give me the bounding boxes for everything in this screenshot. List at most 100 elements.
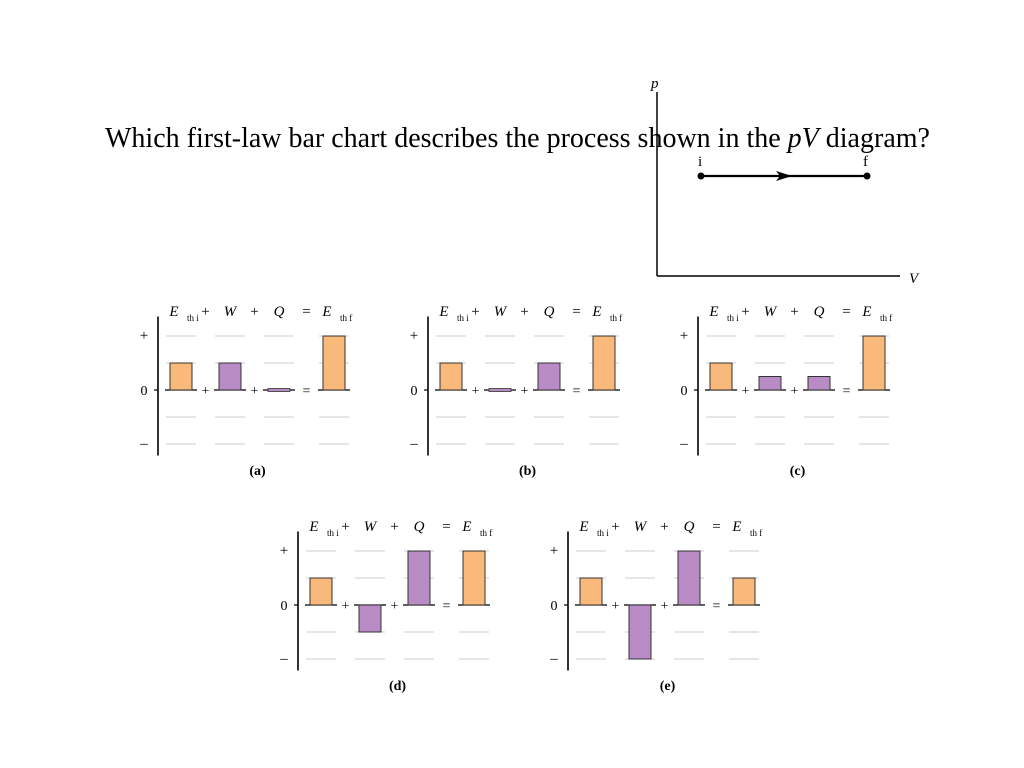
- term-subscript-0: th i: [457, 313, 469, 323]
- term-subscript-3: th f: [880, 313, 892, 323]
- term-subscript-0: th i: [597, 528, 609, 538]
- tick-label-zero: 0: [141, 384, 148, 399]
- term-subscript-3: th f: [750, 528, 762, 538]
- pv-process-arrow: [776, 171, 792, 181]
- header-operator-1: +: [250, 304, 258, 320]
- header-operator-0: +: [611, 519, 619, 535]
- header-operator-1: +: [790, 304, 798, 320]
- bar: [732, 577, 756, 606]
- zero-operator-2: =: [573, 384, 581, 399]
- pv-diagram: p V i f: [650, 76, 920, 287]
- pv-label-final: f: [863, 154, 868, 170]
- term-1: W: [764, 304, 778, 320]
- header-operator-1: +: [390, 519, 398, 535]
- bar: [758, 376, 782, 391]
- bar: [407, 550, 431, 606]
- header-operator-2: =: [302, 304, 310, 320]
- term-0: E: [708, 304, 718, 320]
- bar: [322, 335, 346, 391]
- term-subscript-0: th i: [327, 528, 339, 538]
- tick-label-plus: +: [550, 543, 558, 559]
- tick-label-minus: –: [139, 436, 148, 452]
- tick-label-zero: 0: [411, 384, 418, 399]
- question-pv-symbol: pV: [787, 123, 819, 154]
- bar: [709, 362, 733, 391]
- term-3: E: [731, 519, 741, 535]
- bar: [439, 362, 463, 391]
- bar: [592, 335, 616, 391]
- bar: [677, 550, 701, 606]
- zero-operator-2: =: [843, 384, 851, 399]
- bar: [862, 335, 886, 391]
- pv-point-final: [863, 172, 871, 180]
- bar: [462, 550, 486, 606]
- bar-zero: [488, 388, 512, 392]
- chart-caption: (a): [249, 464, 266, 479]
- zero-operator-0: +: [742, 384, 750, 399]
- term-2: Q: [684, 519, 695, 535]
- header-operator-2: =: [842, 304, 850, 320]
- zero-operator-0: +: [202, 384, 210, 399]
- pv-x-axis-label: V: [909, 271, 920, 287]
- chart-caption: (b): [519, 464, 536, 479]
- bar: [218, 362, 242, 391]
- term-subscript-3: th f: [340, 313, 352, 323]
- term-3: E: [861, 304, 871, 320]
- term-0: E: [578, 519, 588, 535]
- tick-label-zero: 0: [281, 599, 288, 614]
- chart-caption: (c): [790, 464, 806, 479]
- tick-label-minus: –: [409, 436, 418, 452]
- question-part1: Which first-law bar chart describes the …: [105, 123, 788, 154]
- zero-operator-2: =: [443, 599, 451, 614]
- header-operator-2: =: [712, 519, 720, 535]
- pv-y-axis-label: p: [650, 76, 659, 92]
- header-operator-2: =: [572, 304, 580, 320]
- header-operator-0: +: [201, 304, 209, 320]
- chart-caption: (d): [389, 679, 406, 694]
- term-2: Q: [814, 304, 825, 320]
- zero-operator-1: +: [791, 384, 799, 399]
- zero-operator-2: =: [303, 384, 311, 399]
- term-1: W: [634, 519, 648, 535]
- pv-point-initial: [697, 172, 705, 180]
- term-0: E: [438, 304, 448, 320]
- header-operator-0: +: [341, 519, 349, 535]
- zero-operator-0: +: [342, 599, 350, 614]
- term-0: E: [168, 304, 178, 320]
- tick-label-minus: –: [679, 436, 688, 452]
- header-operator-0: +: [741, 304, 749, 320]
- chart-caption: (e): [660, 679, 676, 694]
- term-2: Q: [544, 304, 555, 320]
- tick-label-zero: 0: [681, 384, 688, 399]
- header-operator-0: +: [471, 304, 479, 320]
- term-1: W: [224, 304, 238, 320]
- term-1: W: [364, 519, 378, 535]
- tick-label-minus: –: [279, 651, 288, 667]
- zero-operator-1: +: [661, 599, 669, 614]
- bar: [628, 604, 652, 660]
- bar-zero: [267, 388, 291, 392]
- question-part3: diagram?: [818, 123, 930, 154]
- tick-label-plus: +: [680, 328, 688, 344]
- bar: [807, 376, 831, 391]
- zero-operator-0: +: [472, 384, 480, 399]
- term-3: E: [321, 304, 331, 320]
- tick-label-plus: +: [280, 543, 288, 559]
- zero-operator-1: +: [391, 599, 399, 614]
- header-operator-1: +: [660, 519, 668, 535]
- tick-label-plus: +: [140, 328, 148, 344]
- tick-label-minus: –: [549, 651, 558, 667]
- bar: [358, 604, 382, 633]
- header-operator-2: =: [442, 519, 450, 535]
- term-subscript-0: th i: [727, 313, 739, 323]
- term-3: E: [461, 519, 471, 535]
- bar: [309, 577, 333, 606]
- tick-label-zero: 0: [551, 599, 558, 614]
- zero-operator-0: +: [612, 599, 620, 614]
